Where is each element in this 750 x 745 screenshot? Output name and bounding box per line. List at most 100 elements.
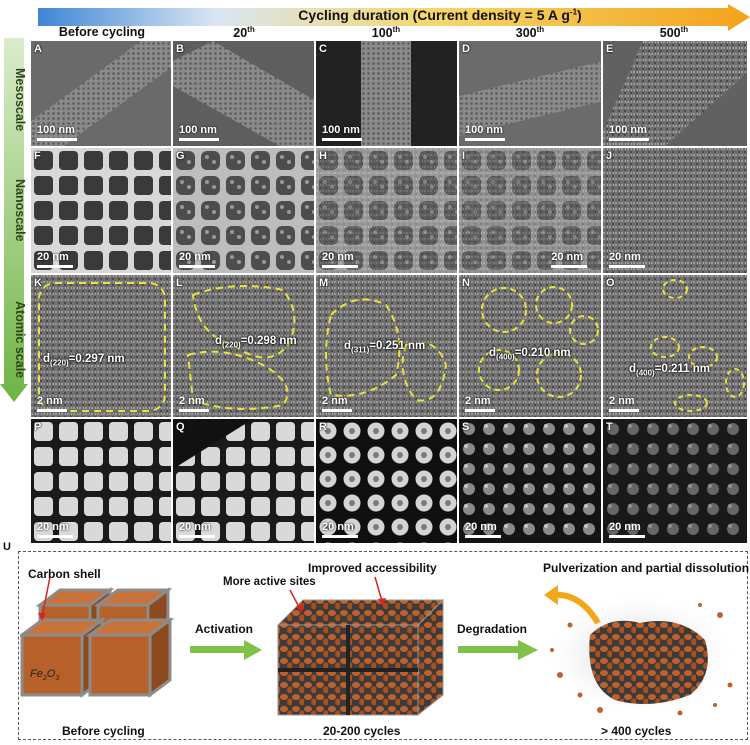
scale-bar-label: 20 nm bbox=[37, 521, 69, 533]
scale-bar-label: 20 nm bbox=[37, 251, 69, 263]
panel-b-sem-20th: B 100 nm bbox=[172, 40, 315, 147]
panel-h-tem-100th: H 20 nm bbox=[315, 147, 458, 274]
scale-bar-label: 20 nm bbox=[609, 521, 641, 533]
before-cycling-cubes bbox=[20, 576, 175, 698]
carbon-shell-pointer bbox=[41, 576, 51, 618]
panel-label: J bbox=[606, 150, 613, 162]
d-spacing-label: d(400)=0.211 nm bbox=[629, 363, 711, 378]
scale-bar-label: 2 nm bbox=[609, 395, 635, 407]
scale-axis-arrow bbox=[0, 38, 28, 402]
panel-e-sem-500th: E 100 nm bbox=[602, 40, 748, 147]
panel-p-haadf-before: P 20 nm bbox=[30, 418, 172, 544]
stage-20-200-cycles: 20-200 cycles bbox=[323, 724, 401, 738]
row-label-atomic-scale: Atomic scale bbox=[13, 301, 27, 379]
fe2o3-label: Fe2O3 bbox=[30, 668, 60, 683]
panel-a-sem-before: A 100 nm bbox=[30, 40, 172, 147]
panel-d-sem-300th: D 100 nm bbox=[458, 40, 602, 147]
column-header-100th: 100th bbox=[371, 25, 401, 41]
panel-label: G bbox=[176, 150, 185, 162]
scale-bar bbox=[37, 409, 67, 412]
scale-bar-label: 100 nm bbox=[37, 124, 75, 136]
scale-bar-label: 2 nm bbox=[465, 395, 491, 407]
scale-bar bbox=[609, 409, 639, 412]
d-spacing-label: d(400)=0.210 nm bbox=[489, 347, 571, 362]
scale-bar-label: 20 nm bbox=[609, 251, 641, 263]
panel-g-tem-20th: G 20 nm bbox=[172, 147, 315, 274]
scale-bar-label: 100 nm bbox=[322, 124, 360, 136]
scale-bar bbox=[322, 409, 352, 412]
dissolution-arrow bbox=[544, 585, 601, 625]
panel-label: N bbox=[462, 277, 470, 289]
panel-label: B bbox=[176, 43, 184, 55]
d-spacing-label: d(220)=0.297 nm bbox=[43, 353, 125, 368]
scale-bar bbox=[609, 535, 645, 538]
scale-bar-label: 20 nm bbox=[322, 251, 354, 263]
scale-bar bbox=[551, 265, 587, 268]
panel-label: R bbox=[319, 421, 327, 433]
panel-i-tem-300th: I 20 nm bbox=[458, 147, 602, 274]
panel-label: D bbox=[462, 43, 470, 55]
carbon-shell-label: Carbon shell bbox=[28, 567, 101, 581]
scale-bar bbox=[322, 535, 358, 538]
scale-bar bbox=[179, 535, 215, 538]
panel-o-hrtem-500th: O d(400)=0.211 nm 2 nm bbox=[602, 274, 748, 418]
column-header-500th: 500th bbox=[659, 25, 689, 41]
scale-bar-label: 100 nm bbox=[609, 124, 647, 136]
scale-bar-label: 20 nm bbox=[179, 521, 211, 533]
cycling-duration-arrow bbox=[38, 4, 750, 31]
scale-bar bbox=[322, 265, 358, 268]
scale-bar-label: 2 nm bbox=[179, 395, 205, 407]
scale-bar bbox=[179, 138, 219, 141]
scale-bar bbox=[37, 138, 77, 141]
stage-400-cycles: > 400 cycles bbox=[601, 724, 672, 738]
cube-front-right bbox=[85, 617, 175, 698]
panel-label: S bbox=[462, 421, 470, 433]
degradation-arrow bbox=[458, 640, 538, 660]
pulverized-structure bbox=[540, 590, 740, 720]
panel-label: T bbox=[606, 421, 613, 433]
scale-bar bbox=[179, 409, 209, 412]
panel-label: Q bbox=[176, 421, 185, 433]
panel-q-haadf-20th: Q 20 nm bbox=[172, 418, 315, 544]
cycling-duration-title: Cycling duration (Current density = 5 A … bbox=[298, 7, 582, 23]
improved-accessibility-label: Improved accessibility bbox=[308, 561, 437, 575]
column-header-20th: 20th bbox=[233, 25, 255, 41]
panel-label: M bbox=[319, 277, 329, 289]
schematic-panel bbox=[18, 551, 748, 740]
scale-bar-label: 100 nm bbox=[179, 124, 217, 136]
scale-bar-label: 20 nm bbox=[179, 251, 211, 263]
panel-c-sem-100th: C 100 nm bbox=[315, 40, 458, 147]
active-sites-pointers bbox=[289, 576, 386, 613]
panel-label-u: U bbox=[3, 541, 11, 553]
activated-porous-cubes bbox=[276, 598, 445, 717]
scale-bar-label: 20 nm bbox=[322, 521, 354, 533]
panel-label: O bbox=[606, 277, 615, 289]
scale-bar-label: 2 nm bbox=[37, 395, 63, 407]
panel-s-haadf-300th: S 20 nm bbox=[458, 418, 602, 544]
panel-n-hrtem-300th: N d(400)=0.210 nm 2 nm bbox=[458, 274, 602, 418]
panel-k-hrtem-before: K d(220)=0.297 nm 2 nm bbox=[30, 274, 172, 418]
scale-bar-label: 2 nm bbox=[322, 395, 348, 407]
panel-label: C bbox=[319, 43, 327, 55]
panel-f-tem-before: F 20 nm bbox=[30, 147, 172, 274]
panel-label: I bbox=[462, 150, 466, 162]
scale-bar bbox=[465, 138, 505, 141]
panel-l-hrtem-20th: L d(220)=0.298 nm 2 nm bbox=[172, 274, 315, 418]
panel-t-haadf-500th: T 20 nm bbox=[602, 418, 748, 544]
scale-bar-label: 20 nm bbox=[551, 251, 583, 263]
cube-front-left bbox=[20, 617, 107, 698]
pulverization-label: Pulverization and partial dissolution bbox=[543, 561, 750, 575]
panel-label: F bbox=[34, 150, 41, 162]
row-label-nanoscale: Nanoscale bbox=[13, 178, 27, 242]
d-spacing-label: d(220)=0.298 nm bbox=[215, 335, 297, 350]
scale-bar bbox=[609, 265, 645, 268]
column-header-300th: 300th bbox=[515, 25, 545, 41]
scale-bar bbox=[179, 265, 215, 268]
panel-m-hrtem-100th: M d(311)=0.251 nm 2 nm bbox=[315, 274, 458, 418]
panel-label: L bbox=[176, 277, 183, 289]
column-header-before-cycling: Before cycling bbox=[58, 25, 146, 39]
scale-bar-label: 100 nm bbox=[465, 124, 503, 136]
activation-arrow bbox=[190, 640, 262, 660]
degradation-label: Degradation bbox=[457, 622, 528, 636]
d-spacing-label: d(311)=0.251 nm bbox=[344, 340, 426, 355]
